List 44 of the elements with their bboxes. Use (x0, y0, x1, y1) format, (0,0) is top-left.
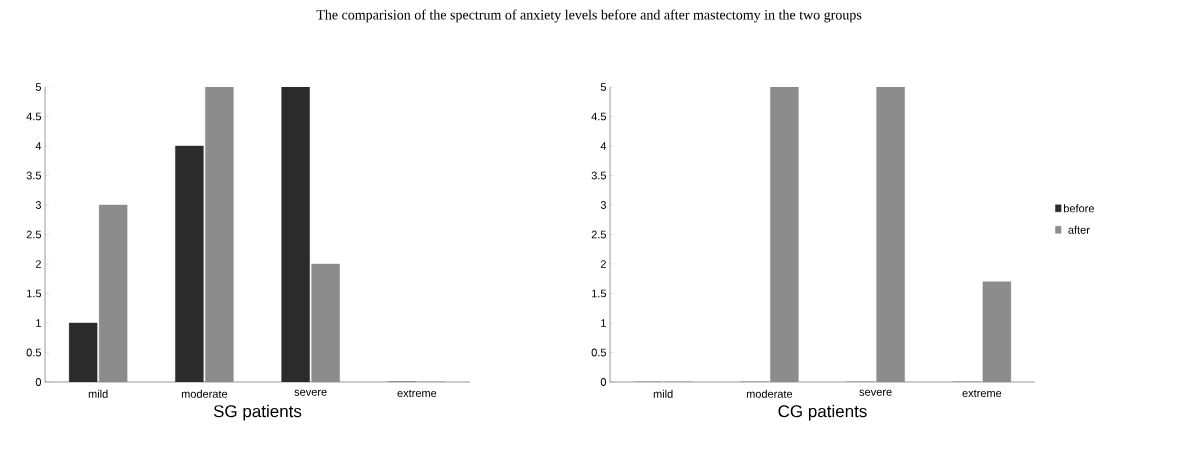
y-tick-label: 0 (600, 378, 607, 386)
bar (281, 86, 310, 382)
legend-label: before (1063, 204, 1094, 213)
y-tick-label: 5 (600, 83, 606, 91)
bar (876, 86, 905, 382)
x-tick-label: extreme (397, 389, 437, 398)
x-tick-label: moderate (746, 389, 793, 398)
x-tick-label: moderate (181, 389, 228, 398)
y-tick-label: 3 (600, 201, 606, 209)
y-tick-label: 2 (35, 260, 41, 268)
y-tick-label: 4.5 (591, 112, 606, 121)
y-tick-label: 4.5 (26, 112, 42, 121)
y-tick-label: 0.5 (591, 348, 606, 357)
y-tick-label: 5 (35, 83, 42, 91)
y-tick-label: 4 (600, 142, 607, 150)
y-tick-label: 3.5 (26, 171, 42, 180)
x-tick-label: mild (653, 389, 673, 398)
x-tick-label: extreme (962, 389, 1002, 398)
y-tick-label: 0 (35, 378, 42, 386)
x-tick-label: severe (294, 389, 327, 396)
x-axis-title: CG patients (778, 404, 867, 421)
bar (205, 86, 234, 382)
bar (175, 145, 204, 382)
x-tick-label: mild (88, 389, 108, 398)
y-tick-label: 1.5 (27, 289, 42, 298)
legend-label: after (1068, 225, 1090, 234)
bar (98, 204, 128, 382)
y-tick-label: 1 (36, 319, 41, 327)
y-tick-label: 1.5 (592, 289, 606, 298)
bar (982, 281, 1012, 382)
y-tick-label: 1 (601, 319, 606, 327)
y-tick-label: 2 (600, 260, 606, 268)
bar (770, 86, 799, 382)
text: The comparision of the spectrum of anxiety levels before and after mastectomy in the two groups (316, 9, 862, 23)
y-tick-label: 2.5 (26, 230, 42, 239)
bar (68, 322, 98, 382)
y-tick-label: 2.5 (591, 230, 606, 239)
y-tick-label: 3 (35, 201, 41, 209)
y-tick-label: 3.5 (591, 171, 606, 180)
y-tick-label: 0.5 (26, 348, 42, 357)
x-tick-label: severe (859, 389, 892, 396)
bar (311, 263, 340, 382)
x-axis-title: SG patients (213, 404, 302, 421)
y-tick-label: 4 (35, 142, 42, 150)
